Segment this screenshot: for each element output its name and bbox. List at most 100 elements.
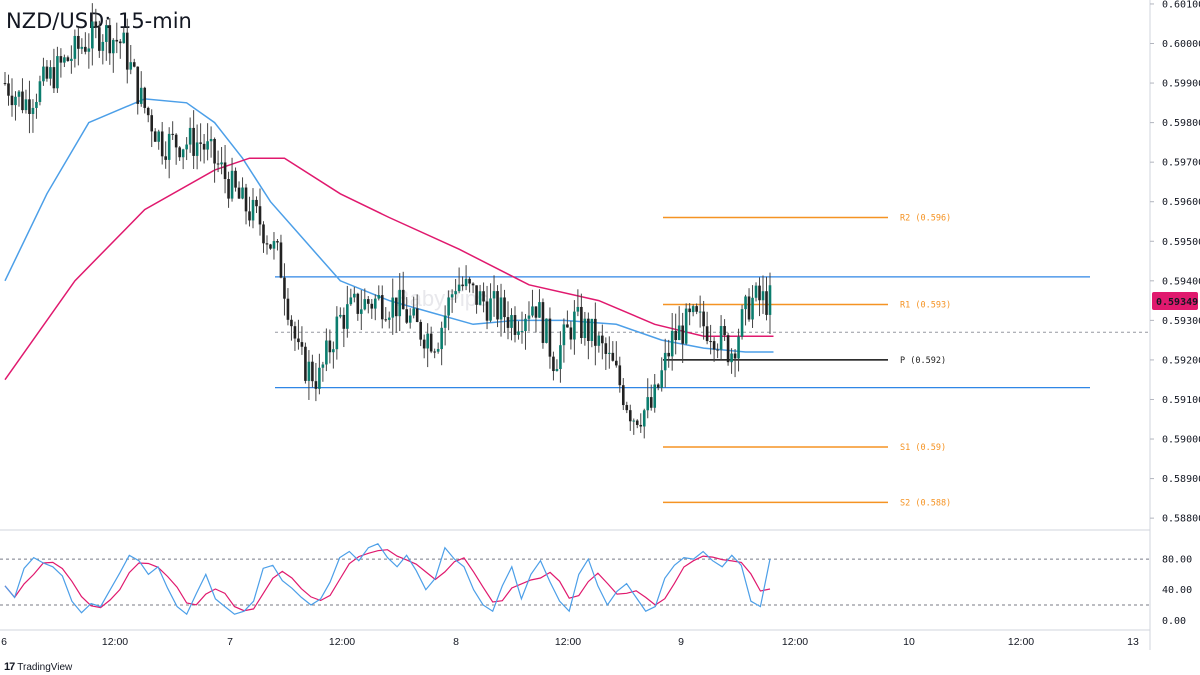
stoch-tick-label: 0.00 xyxy=(1162,616,1186,627)
p-label: P (0.592) xyxy=(900,356,946,366)
candle-body xyxy=(594,318,597,346)
candle-body xyxy=(150,115,154,132)
candle-body xyxy=(363,299,367,310)
candle-body xyxy=(443,315,447,328)
candle-body xyxy=(754,285,758,298)
candle-body xyxy=(56,56,59,89)
candle-body xyxy=(216,163,220,165)
candle-body xyxy=(353,293,356,298)
candle-body xyxy=(761,291,765,301)
candle-body xyxy=(206,141,209,150)
y-tick-label: 0.59100 xyxy=(1162,395,1200,406)
candle-body xyxy=(279,242,283,278)
candle-body xyxy=(695,306,698,312)
candle-body xyxy=(520,330,524,332)
y-tick-label: 0.59800 xyxy=(1162,118,1200,129)
candle-body xyxy=(429,333,433,352)
y-tick-label: 0.59300 xyxy=(1162,316,1200,327)
candle-body xyxy=(573,311,576,340)
candle-body xyxy=(59,56,63,63)
candle-body xyxy=(101,41,105,51)
grid xyxy=(0,0,1151,650)
candle-body xyxy=(422,339,426,349)
axes: 0.60100 0.60000 0.59900 0.59800 0.59700 0.596… xyxy=(1,0,1200,648)
candle-body xyxy=(115,39,119,42)
candle-body xyxy=(621,385,625,406)
y-tick-label: 0.59000 xyxy=(1162,435,1200,446)
candle-body xyxy=(111,39,115,54)
candle-body xyxy=(628,410,632,422)
y-tick-label: 0.60100 xyxy=(1162,0,1200,10)
candle-body xyxy=(419,321,422,340)
candle-body xyxy=(597,335,601,346)
candle-body xyxy=(464,278,468,287)
y-tick-label: 0.58800 xyxy=(1162,514,1200,525)
candle-body xyxy=(283,277,286,299)
candle-body xyxy=(164,156,167,160)
x-tick-label: 13 xyxy=(1127,636,1139,648)
candle-body xyxy=(740,309,744,337)
candle-body xyxy=(118,41,122,44)
x-tick-label: 10 xyxy=(903,636,915,648)
y-tick-label: 0.59600 xyxy=(1162,197,1200,208)
candle-body xyxy=(534,306,538,318)
candle-body xyxy=(510,315,513,328)
candle-body xyxy=(328,340,332,353)
x-tick-label: 12:00 xyxy=(555,636,581,648)
candle-body xyxy=(471,283,475,286)
candle-body xyxy=(705,326,709,342)
candle-body xyxy=(234,170,237,188)
candle-body xyxy=(733,353,737,359)
y-tick-label: 0.58900 xyxy=(1162,474,1200,485)
candle-body xyxy=(405,309,409,323)
candle-body xyxy=(590,318,594,341)
candle-body xyxy=(681,325,684,344)
candle-body xyxy=(21,91,24,111)
candle-body xyxy=(276,241,279,243)
candle-body xyxy=(7,83,10,96)
candle-body xyxy=(14,96,17,106)
x-tick-label: 8 xyxy=(453,636,459,648)
candle-body xyxy=(632,420,636,422)
moving-averages xyxy=(4,98,774,381)
candle-body xyxy=(132,62,136,67)
candle-body xyxy=(506,317,510,328)
candle-body xyxy=(555,369,559,372)
candle-body xyxy=(366,299,370,304)
tradingview-logo[interactable]: 17 TradingView xyxy=(4,661,72,673)
candle-body xyxy=(80,46,84,49)
candle-body xyxy=(188,127,192,145)
candle-body xyxy=(475,285,478,305)
y-tick-label: 0.60000 xyxy=(1162,39,1200,50)
x-tick-label: 12:00 xyxy=(329,636,355,648)
candle-body xyxy=(265,243,269,245)
candle-body xyxy=(185,144,188,150)
candle-body xyxy=(478,291,482,305)
candle-body xyxy=(213,138,216,164)
candle-body xyxy=(356,293,360,314)
candle-body xyxy=(171,133,174,135)
candle-body xyxy=(517,331,520,335)
candle-body xyxy=(412,308,415,316)
candle-body xyxy=(52,67,56,89)
candle-body xyxy=(318,367,321,389)
candle-body xyxy=(391,297,395,318)
candle-body xyxy=(17,91,21,97)
candle-body xyxy=(719,326,723,350)
candle-body xyxy=(583,318,587,338)
candle-body xyxy=(684,308,688,344)
candle-body xyxy=(304,346,307,381)
candle-body xyxy=(70,58,73,61)
candle-body xyxy=(499,297,503,320)
candle-body xyxy=(223,162,227,180)
candle-body xyxy=(615,360,618,366)
candle-body xyxy=(373,298,377,309)
candle-body xyxy=(485,301,489,321)
candle-body xyxy=(269,244,272,249)
candle-body xyxy=(635,420,639,425)
candle-body xyxy=(272,241,276,249)
candle-body xyxy=(94,21,98,28)
candle-body xyxy=(307,361,311,381)
candle-body xyxy=(608,352,611,354)
